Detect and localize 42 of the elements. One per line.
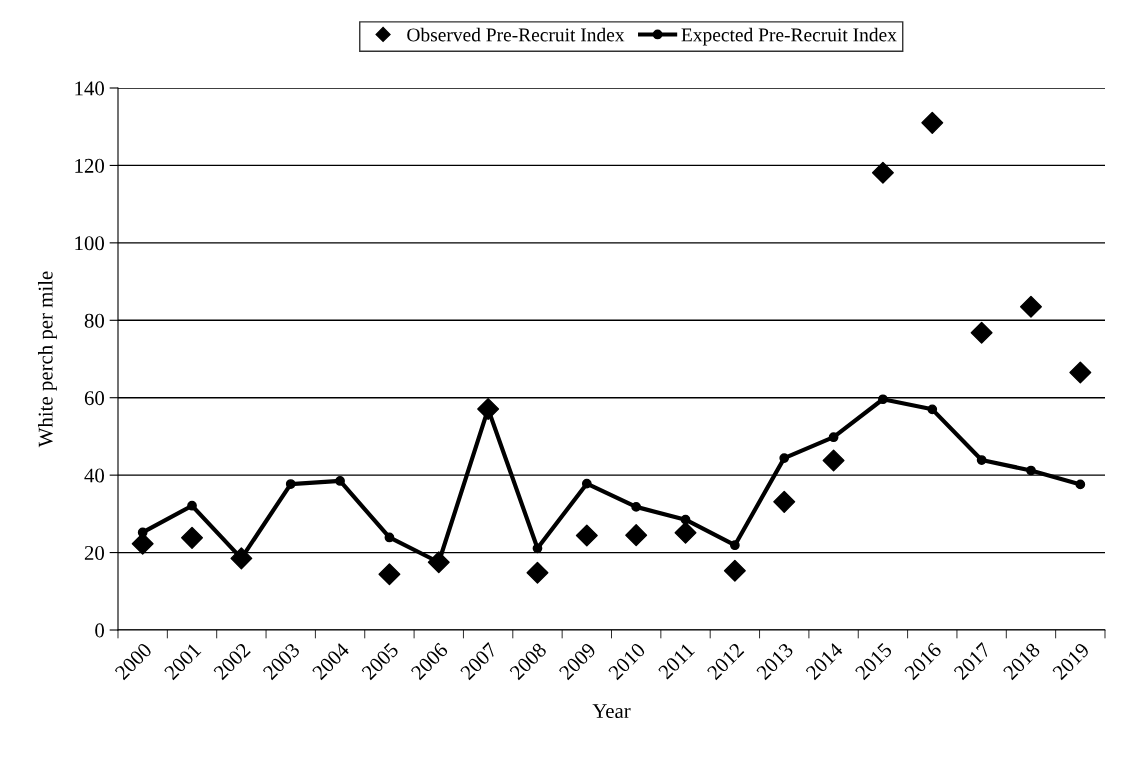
point bbox=[1026, 465, 1036, 476]
legend-label: Observed Pre-Recruit Index bbox=[407, 27, 625, 42]
y-tick-label: 100 bbox=[75, 236, 105, 251]
point bbox=[625, 524, 648, 547]
legend-label: Expected Pre-Recruit Index bbox=[681, 27, 897, 46]
point bbox=[828, 432, 839, 443]
point bbox=[631, 502, 642, 512]
y-tick-label: 20 bbox=[84, 545, 105, 560]
point bbox=[378, 563, 401, 586]
point bbox=[575, 524, 598, 547]
point bbox=[921, 111, 944, 134]
point bbox=[187, 500, 197, 511]
point bbox=[871, 161, 894, 184]
y-tick-label: 40 bbox=[84, 468, 105, 483]
point bbox=[680, 514, 691, 525]
point bbox=[822, 449, 845, 472]
point bbox=[1075, 479, 1086, 490]
point bbox=[773, 490, 796, 513]
y-tick-label: 80 bbox=[84, 313, 105, 328]
point bbox=[723, 559, 746, 582]
point bbox=[970, 321, 993, 344]
point bbox=[878, 394, 888, 405]
point bbox=[285, 479, 296, 489]
y-tick-label: 140 bbox=[75, 81, 105, 96]
y-tick-label: 60 bbox=[84, 391, 105, 406]
point bbox=[526, 561, 549, 584]
y-tick-label: 0 bbox=[95, 623, 105, 638]
point bbox=[1019, 295, 1042, 318]
x-axis-title: Year bbox=[592, 704, 631, 719]
y-axis-title: White perch per mile bbox=[38, 271, 57, 448]
point bbox=[927, 404, 938, 415]
point bbox=[581, 478, 592, 489]
point bbox=[335, 476, 345, 486]
point bbox=[532, 543, 543, 554]
point bbox=[730, 540, 740, 551]
point bbox=[976, 455, 987, 465]
point bbox=[384, 532, 395, 543]
point bbox=[1069, 361, 1092, 384]
point bbox=[181, 526, 204, 549]
point bbox=[779, 453, 790, 463]
y-tick-label: 120 bbox=[75, 158, 105, 173]
point bbox=[674, 521, 697, 544]
